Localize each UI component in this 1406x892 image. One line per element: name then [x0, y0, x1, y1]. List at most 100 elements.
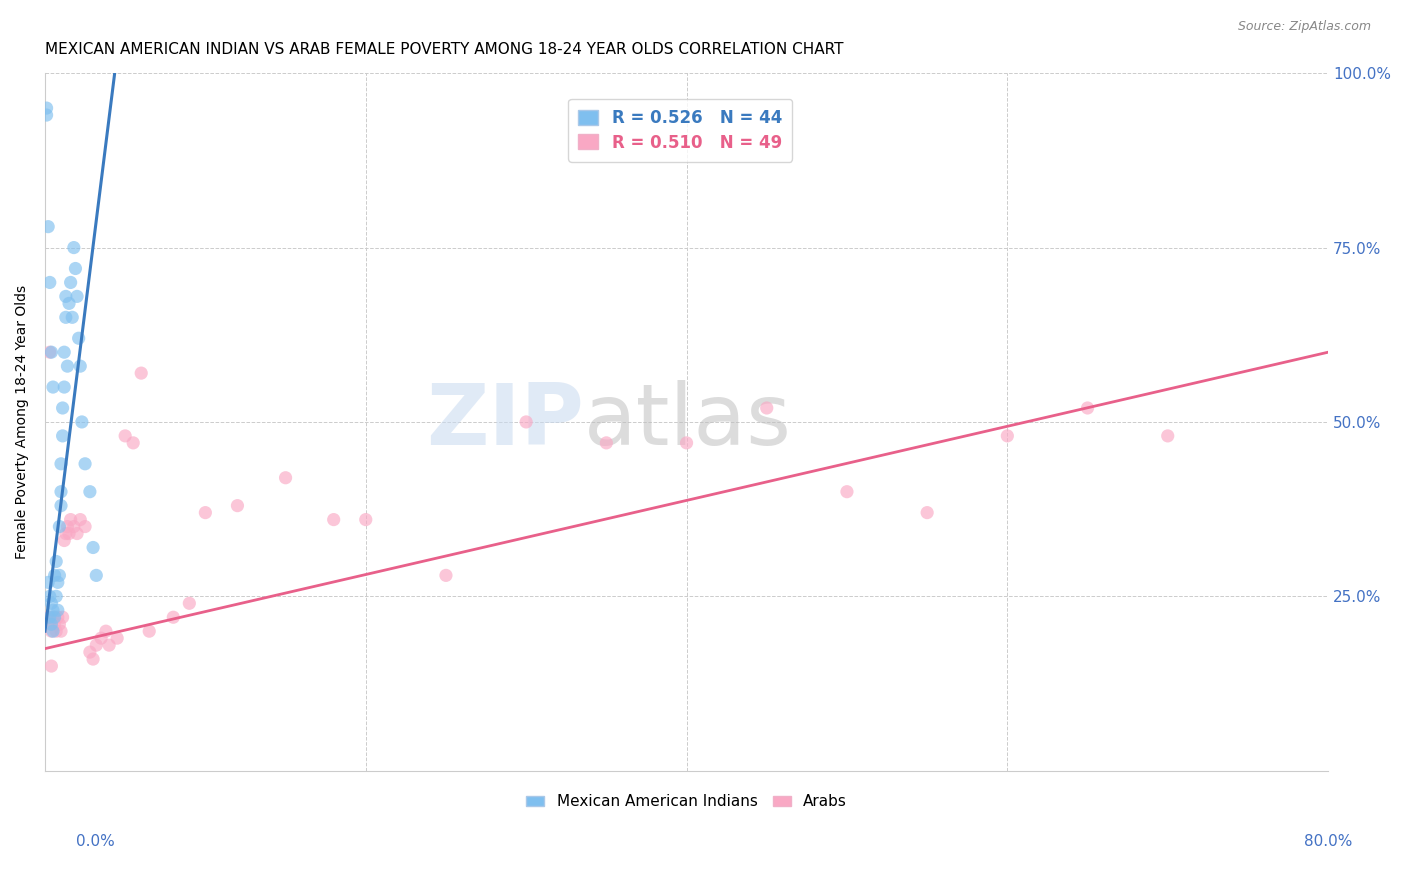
Point [69, 513, 91, 527]
Point [55, 289, 77, 303]
Point [44, 617, 66, 632]
Point [37, 575, 59, 590]
Point [49, 457, 72, 471]
Point [52, 401, 75, 415]
Legend: Mexican American Indians, Arabs: Mexican American Indians, Arabs [520, 789, 853, 815]
Point [38, 610, 60, 624]
Point [114, 429, 136, 443]
Point [42, 610, 65, 624]
Point [48, 617, 70, 632]
Point [46, 603, 69, 617]
Point [53, 345, 76, 359]
Point [69, 359, 91, 373]
Point [105, 631, 128, 645]
Text: atlas: atlas [583, 381, 792, 464]
Point [41, 345, 63, 359]
Point [65, 261, 87, 276]
Point [42, 380, 65, 394]
Point [35, 108, 58, 122]
Text: ZIP: ZIP [426, 381, 583, 464]
Point [595, 435, 617, 450]
Point [49, 484, 72, 499]
Point [1077, 401, 1099, 415]
Point [37, 610, 59, 624]
Point [67, 331, 90, 345]
Point [322, 513, 344, 527]
Point [60, 310, 83, 325]
Point [274, 471, 297, 485]
Point [84, 638, 107, 652]
Point [38, 276, 60, 290]
Point [41, 617, 63, 632]
Point [66, 526, 89, 541]
Point [44, 610, 66, 624]
Point [46, 575, 69, 590]
Point [45, 624, 67, 639]
Text: Source: ZipAtlas.com: Source: ZipAtlas.com [1237, 20, 1371, 33]
Y-axis label: Female Poverty Among 18-24 Year Olds: Female Poverty Among 18-24 Year Olds [15, 285, 30, 559]
Point [37, 219, 59, 234]
Point [1157, 429, 1180, 443]
Point [84, 568, 107, 582]
Text: MEXICAN AMERICAN INDIAN VS ARAB FEMALE POVERTY AMONG 18-24 YEAR OLDS CORRELATION: MEXICAN AMERICAN INDIAN VS ARAB FEMALE P… [45, 42, 844, 57]
Point [675, 435, 697, 450]
Point [55, 310, 77, 325]
Point [66, 289, 89, 303]
Point [515, 415, 537, 429]
Point [138, 624, 160, 639]
Point [63, 241, 86, 255]
Point [59, 276, 82, 290]
Point [41, 596, 63, 610]
Point [354, 513, 377, 527]
Point [995, 429, 1018, 443]
Point [42, 603, 65, 617]
Point [122, 435, 145, 450]
Point [41, 659, 63, 673]
Point [52, 610, 75, 624]
Text: 0.0%: 0.0% [76, 834, 115, 848]
Point [70, 415, 93, 429]
Point [35, 101, 58, 115]
Point [63, 519, 86, 533]
Point [42, 624, 65, 639]
Point [75, 457, 97, 471]
Point [434, 568, 457, 582]
Point [38, 617, 60, 632]
Point [38, 590, 60, 604]
Point [49, 499, 72, 513]
Text: 80.0%: 80.0% [1305, 834, 1353, 848]
Point [82, 652, 104, 666]
Point [45, 590, 67, 604]
Point [79, 484, 101, 499]
Point [49, 624, 72, 639]
Point [52, 429, 75, 443]
Point [46, 610, 69, 624]
Point [38, 345, 60, 359]
Point [162, 610, 184, 624]
Point [48, 568, 70, 582]
Point [755, 401, 778, 415]
Point [58, 526, 80, 541]
Point [41, 624, 63, 639]
Point [94, 624, 117, 639]
Point [53, 380, 76, 394]
Point [56, 359, 79, 373]
Point [45, 554, 67, 568]
Point [98, 638, 121, 652]
Point [55, 526, 77, 541]
Point [194, 506, 217, 520]
Point [226, 499, 249, 513]
Point [48, 519, 70, 533]
Point [90, 631, 112, 645]
Point [129, 366, 152, 380]
Point [53, 533, 76, 548]
Point [915, 506, 938, 520]
Point [82, 541, 104, 555]
Point [179, 596, 201, 610]
Point [75, 519, 97, 533]
Point [835, 484, 858, 499]
Point [58, 296, 80, 310]
Point [56, 519, 79, 533]
Point [44, 568, 66, 582]
Point [79, 645, 101, 659]
